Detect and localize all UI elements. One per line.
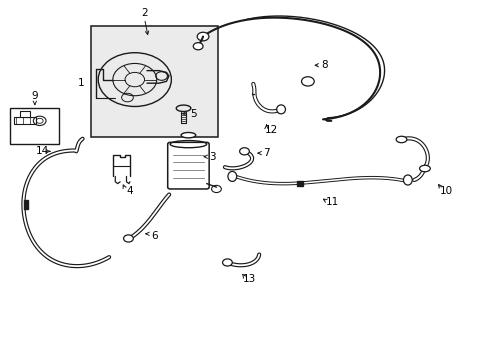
Text: 8: 8 xyxy=(321,60,327,70)
Text: 6: 6 xyxy=(151,231,157,240)
Circle shape xyxy=(222,259,232,266)
Bar xyxy=(20,111,30,117)
Text: 4: 4 xyxy=(126,186,133,196)
Bar xyxy=(24,200,28,209)
Bar xyxy=(14,117,36,125)
Text: 9: 9 xyxy=(31,91,38,101)
Ellipse shape xyxy=(181,132,195,138)
Circle shape xyxy=(239,148,249,155)
Circle shape xyxy=(301,77,314,86)
Text: 13: 13 xyxy=(242,274,256,284)
Text: 11: 11 xyxy=(325,197,338,207)
Circle shape xyxy=(193,42,203,50)
Text: 2: 2 xyxy=(141,8,147,18)
Ellipse shape xyxy=(403,175,411,185)
Ellipse shape xyxy=(276,105,285,114)
Bar xyxy=(297,181,303,186)
Text: 7: 7 xyxy=(263,148,269,158)
Bar xyxy=(10,108,59,144)
Text: 14: 14 xyxy=(36,146,49,156)
Bar xyxy=(91,26,217,137)
Ellipse shape xyxy=(395,136,406,143)
Circle shape xyxy=(197,32,208,41)
Text: 3: 3 xyxy=(209,152,216,162)
Text: 1: 1 xyxy=(78,78,84,88)
Ellipse shape xyxy=(419,165,429,172)
Text: 10: 10 xyxy=(439,186,452,196)
Circle shape xyxy=(123,235,133,242)
FancyBboxPatch shape xyxy=(167,142,209,189)
Text: 12: 12 xyxy=(264,125,277,135)
Ellipse shape xyxy=(227,171,236,181)
Text: 5: 5 xyxy=(190,109,196,119)
